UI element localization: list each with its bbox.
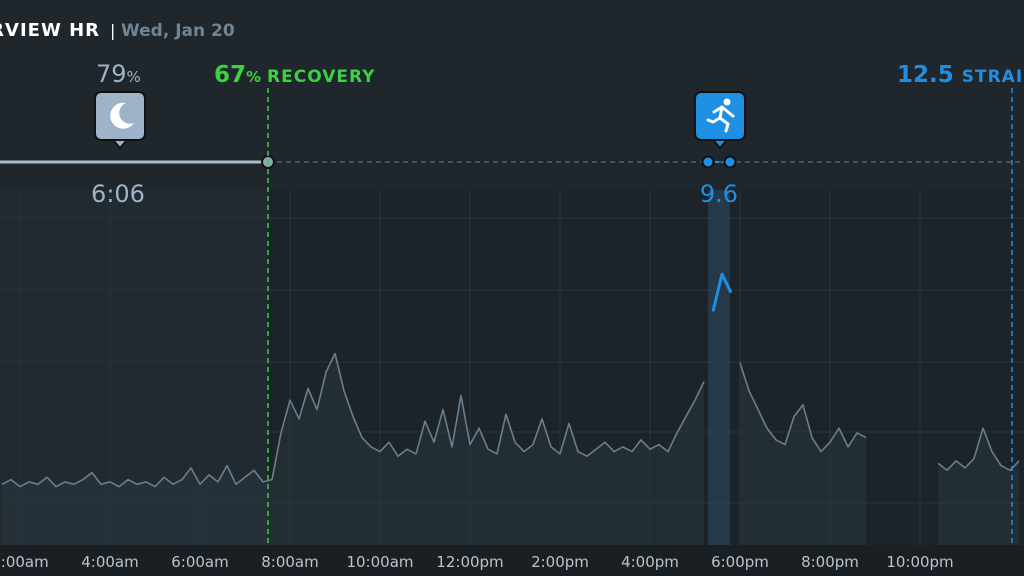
activity-icon[interactable]: [694, 91, 746, 150]
x-tick-label: 4:00am: [81, 553, 139, 571]
hr-area: [938, 428, 1020, 545]
x-tick-label: 6:00pm: [711, 553, 769, 571]
x-tick-label: 2:00am: [0, 553, 49, 571]
hr-line: [937, 427, 1020, 472]
hr-area: [1, 353, 705, 545]
sleep-icon[interactable]: [94, 91, 146, 150]
x-tick-label: 2:00pm: [531, 553, 589, 571]
sleep-score-value: 79: [96, 60, 127, 88]
plot: [1, 272, 1020, 545]
hr-area: [739, 362, 867, 545]
axis-band: [0, 545, 1024, 576]
x-tick-label: 8:00pm: [801, 553, 859, 571]
day-strain-value: 12.5: [897, 62, 954, 88]
activity-strain: 9.6: [700, 180, 738, 208]
day-strain-label: STRAIN: [962, 67, 1024, 87]
title: OVERVIEW HR: [0, 20, 100, 41]
recovery-value: 67: [214, 62, 246, 88]
separator: |: [110, 21, 115, 40]
x-tick-label: 10:00am: [346, 553, 413, 571]
activity-start: [701, 155, 715, 169]
hr-line: [711, 272, 733, 312]
hr-line: [739, 362, 867, 453]
recovery-unit: %: [246, 68, 261, 86]
x-tick-label: 10:00pm: [886, 553, 953, 571]
x-tick-label: 8:00am: [261, 553, 319, 571]
day-strain: 12.5 STRAIN: [897, 62, 1024, 88]
activity-region: [708, 190, 730, 545]
sleep-score-unit: %: [127, 68, 141, 86]
recovery: 67% RECOVERY: [214, 62, 375, 88]
hr-line: [1, 352, 705, 488]
recovery-label: RECOVERY: [267, 67, 375, 87]
sleep-score: 79%: [96, 60, 141, 88]
x-tick-label: 4:00pm: [621, 553, 679, 571]
activity-end: [723, 155, 737, 169]
sleep-duration: 6:06: [91, 180, 145, 208]
x-tick-label: 12:00pm: [436, 553, 503, 571]
x-tick-label: 6:00am: [171, 553, 229, 571]
date: Wed, Jan 20: [121, 21, 235, 41]
